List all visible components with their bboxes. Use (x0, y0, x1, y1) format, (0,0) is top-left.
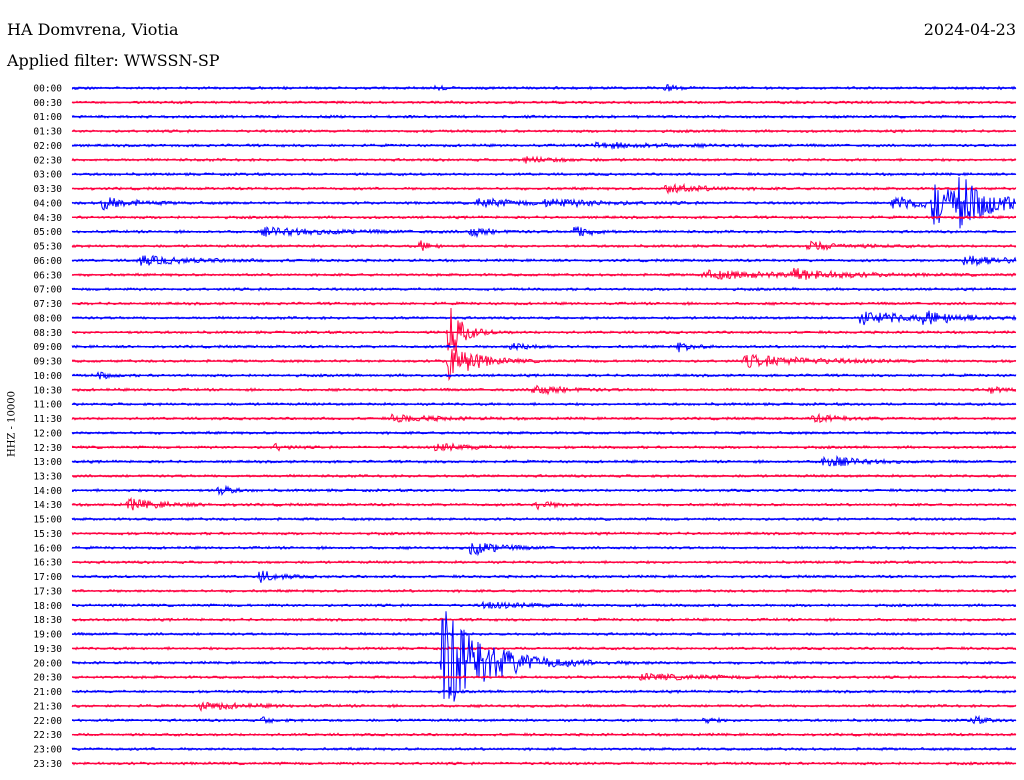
time-tick-label: 07:30 (33, 299, 62, 310)
trace-line (71, 543, 1017, 557)
time-tick-label: 05:00 (33, 227, 62, 238)
time-tick-label: 18:00 (33, 601, 62, 612)
time-tick-label: 23:30 (33, 759, 62, 770)
time-tick-label: 12:00 (33, 428, 62, 439)
time-tick-label: 13:30 (33, 471, 62, 482)
time-tick-label: 21:30 (33, 701, 62, 712)
time-tick-label: 11:00 (33, 400, 62, 411)
time-tick-label: 04:00 (33, 198, 62, 209)
time-tick-label: 01:30 (33, 127, 62, 138)
time-tick-label: 03:30 (33, 184, 62, 195)
time-tick-label: 01:00 (33, 112, 62, 123)
time-tick-label: 17:00 (33, 572, 62, 583)
date-label: 2024-04-23 (923, 20, 1016, 39)
time-tick-label: 02:30 (33, 155, 62, 166)
time-tick-label: 02:00 (33, 141, 62, 152)
time-tick-label: 13:00 (33, 457, 62, 468)
time-tick-label: 15:30 (33, 529, 62, 540)
time-tick-label: 00:00 (33, 84, 62, 95)
time-tick-label: 14:30 (33, 500, 62, 511)
time-tick-label: 06:30 (33, 270, 62, 281)
time-tick-label: 19:30 (33, 644, 62, 655)
trace-line (71, 267, 1017, 280)
time-tick-label: 04:30 (33, 213, 62, 224)
time-tick-label: 16:00 (33, 543, 62, 554)
time-tick-label: 20:30 (33, 673, 62, 684)
time-tick-label: 06:00 (33, 256, 62, 267)
time-tick-label: 20:00 (33, 658, 62, 669)
time-tick-label: 15:00 (33, 515, 62, 526)
time-tick-label: 21:00 (33, 687, 62, 698)
time-tick-label: 09:30 (33, 357, 62, 368)
time-tick-label: 19:00 (33, 630, 62, 641)
time-tick-label: 14:00 (33, 486, 62, 497)
trace-line (71, 611, 1017, 702)
time-tick-label: 08:00 (33, 313, 62, 324)
time-tick-label: 12:30 (33, 443, 62, 454)
time-tick-label: 05:30 (33, 242, 62, 253)
time-tick-label: 07:00 (33, 285, 62, 296)
filter-label: Applied filter: WWSSN-SP (7, 51, 220, 70)
time-tick-label: 10:30 (33, 385, 62, 396)
trace-line (71, 307, 1017, 351)
station-title: HA Domvrena, Viotia (7, 20, 179, 39)
time-tick-label: 23:00 (33, 745, 62, 756)
time-tick-label: 08:30 (33, 328, 62, 339)
time-tick-label: 17:30 (33, 586, 62, 597)
time-tick-label: 10:00 (33, 371, 62, 382)
time-tick-label: 18:30 (33, 615, 62, 626)
time-tick-label: 16:30 (33, 558, 62, 569)
time-tick-label: 22:00 (33, 716, 62, 727)
time-tick-label: 22:30 (33, 730, 62, 741)
time-tick-label: 00:30 (33, 98, 62, 109)
time-tick-label: 03:00 (33, 170, 62, 181)
time-tick-label: 11:30 (33, 414, 62, 425)
time-tick-label: 09:00 (33, 342, 62, 353)
trace-line (71, 342, 1017, 353)
